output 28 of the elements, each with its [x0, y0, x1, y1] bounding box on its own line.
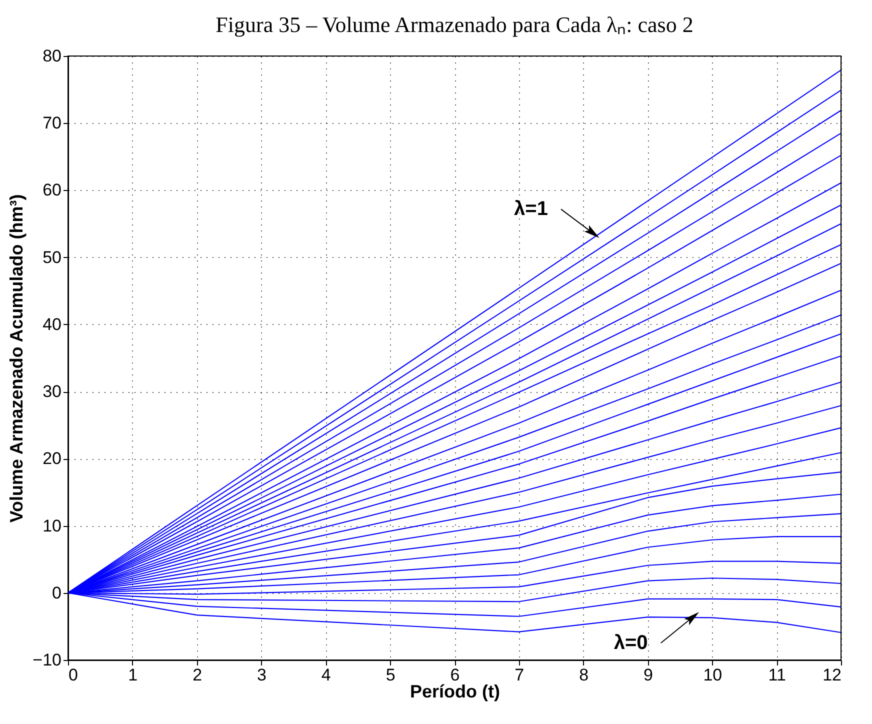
x-tick-label: 1	[128, 666, 138, 684]
x-tick-label: 9	[644, 666, 653, 684]
x-tick-label: 7	[514, 666, 524, 684]
x-tick-label: 10	[703, 666, 722, 684]
y-tick-label: 60	[42, 180, 62, 200]
x-tick-label: 5	[386, 666, 396, 684]
y-tick-label: 20	[42, 449, 62, 468]
y-tick-label: 0	[52, 583, 62, 602]
y-tick-label: 10	[42, 516, 62, 536]
y-tick-label: 50	[42, 248, 62, 267]
x-tick-label: 2	[192, 666, 202, 684]
y-tick-label: −10	[32, 650, 62, 670]
x-tick-label: 4	[321, 666, 331, 684]
y-axis-title: Volume Armazenado Acumulado (hm³)	[6, 194, 27, 523]
x-axis-title: Período (t)	[410, 682, 500, 702]
annotation: λ=1	[514, 198, 548, 220]
x-tick-label: 3	[257, 666, 266, 684]
y-tick-label: 30	[42, 382, 62, 402]
x-tick-label: 0	[68, 666, 78, 684]
y-tick-label: 80	[42, 46, 62, 66]
annotation: λ=0	[614, 632, 648, 654]
y-tick-label: 40	[42, 314, 62, 334]
x-tick-label: 11	[768, 666, 786, 684]
chart-title: Figura 35 – Volume Armazenado para Cada λₙ: caso 2	[216, 12, 694, 37]
x-tick-label: 12	[822, 666, 842, 684]
x-tick-label: 6	[450, 666, 460, 684]
x-tick-label: 8	[579, 666, 589, 684]
y-tick-label: 70	[42, 114, 62, 133]
